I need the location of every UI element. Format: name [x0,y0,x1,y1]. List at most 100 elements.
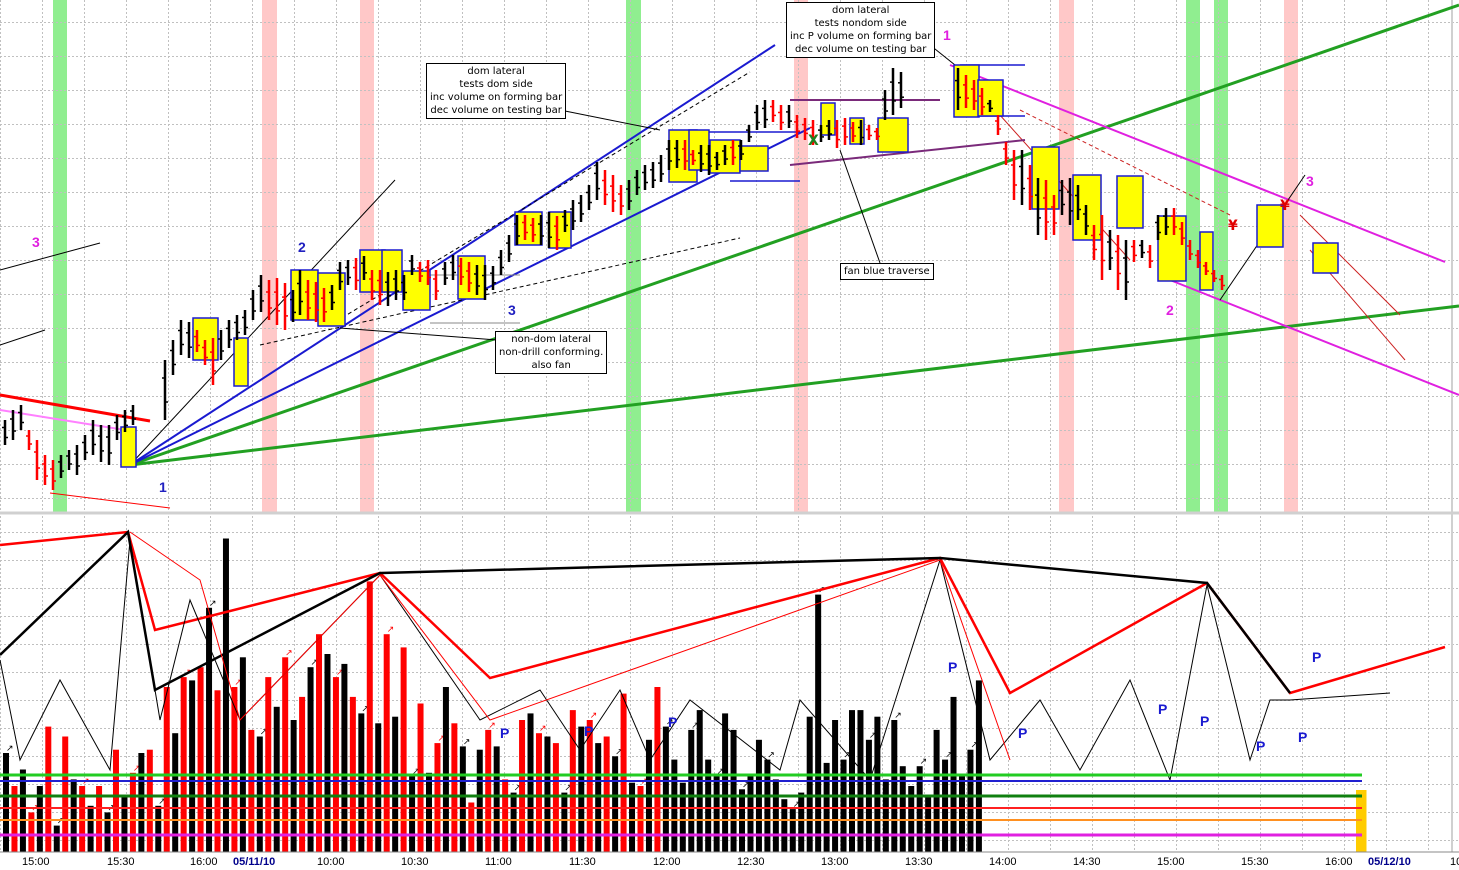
volume-bar [832,720,839,852]
x-axis-bg [0,852,1459,870]
volume-bar [730,729,737,852]
volume-bar [519,720,526,852]
volume-bar [290,720,297,852]
x-tick-label: 10:30 [401,856,429,868]
volume-arrow: ↗ [869,731,877,741]
grid-lines [0,0,1459,852]
volume-arrow: ↗ [539,724,547,734]
volume-bar [586,720,593,852]
annotation-line: non-dom lateral [511,334,592,345]
volume-bar [231,687,238,852]
volume-bar [662,726,669,852]
red-thin-3 [1299,214,1401,316]
volume-bar [975,680,982,852]
annotation-line: fan blue traverse [844,266,930,277]
black-thin-1 [0,242,101,271]
volume-bar [688,729,695,852]
volume-arrow: ↗ [387,625,395,635]
volume-bar [502,779,509,852]
p-label: P [668,714,677,730]
x-tick-label: 16:00 [1325,856,1353,868]
volume-bar [409,776,416,852]
volume-bar [874,716,881,852]
volume-bar [806,716,813,852]
annotation-dom-lateral-dom-side: dom lateral tests dom side inc volume on… [426,63,567,119]
p-label: P [1312,649,1321,665]
volume-bar [781,799,788,852]
point-label: 3 [32,234,40,250]
volume-bar [62,736,69,852]
volume-bar [366,581,373,852]
x-tick-label: 12:00 [653,856,681,868]
highlight-boxes [120,64,1339,468]
volume-bar [561,792,568,852]
volume-bar [722,713,729,852]
volume-bar [815,594,822,852]
annotation-line: tests nondom side [814,18,907,29]
volume-bar [189,680,196,852]
volume-bar [3,753,9,852]
red-line-left [0,393,151,423]
volume-bar [764,759,771,852]
volume-arrow: ↗ [894,711,902,721]
volume-bar [214,690,221,852]
glyph-label: ¥ [1280,198,1290,214]
p-label: P [1298,729,1307,745]
volume-bar [789,809,796,852]
volume-arrow: ↗ [463,737,471,747]
volume-bar [239,657,246,852]
volume-bar [933,729,940,852]
volume-bar [485,729,492,852]
session-band [262,0,277,512]
annotation-line: dec volume on testing bar [794,44,927,55]
volume-bar [535,733,542,852]
point-label: 3 [1306,173,1314,189]
x-tick-label: 14:30 [1073,856,1101,868]
volume-arrow: ↗ [285,648,293,658]
session-band [1284,0,1298,512]
volume-bar [417,703,424,852]
highlight-box [514,211,543,246]
volume-arrow: ↗ [717,767,725,777]
volume-bar [544,736,551,852]
volume-bar [899,766,906,852]
volume-bar [679,782,686,852]
volume-arrow: ↗ [488,721,496,731]
volume-arrow: ↗ [844,751,852,761]
session-band [1059,0,1074,512]
volume-arrow: ↗ [57,817,65,827]
volume-bar [967,749,974,852]
highlight-box [877,117,909,153]
volume-bar [426,772,432,852]
volume-arrow: ↗ [6,744,14,754]
volume-bar [332,677,339,852]
glyph-label: ¥ [1228,218,1238,234]
x-tick-label: 10:00 [317,856,345,868]
x-tick-label: 05/12/10 [1368,856,1411,868]
magenta-channel-bottom [1169,279,1459,396]
annotation-line: tests dom side [459,79,533,90]
x-tick-label: 12:30 [737,856,765,868]
volume-bar [747,776,754,852]
volume-bar [138,753,145,852]
volume-arrow: ↗ [361,704,369,714]
x-tick-label: 05/11/10 [233,856,275,868]
volume-arrow: ↗ [793,800,801,810]
volume-arrow: ↗ [767,751,775,761]
volume-bar [197,667,204,852]
volume-bar [129,772,136,852]
session-band [1214,0,1228,512]
volume-arrow: ↗ [920,757,928,767]
x-tick-label: 15:00 [1157,856,1185,868]
price-bars [2,68,1225,490]
point-labels: 3 1 2 3 1 2 3 X ¥ ¥ [32,27,1314,495]
volume-bar [451,723,458,852]
arrow-a3 [839,149,881,264]
highlight-box [381,249,403,293]
volume-bar [358,713,365,852]
volume-arrow: ↗ [945,751,953,761]
volume-bar [121,795,128,852]
x-tick-label: 15:30 [1241,856,1269,868]
volume-bar [434,743,441,852]
volume-bar [316,634,323,852]
